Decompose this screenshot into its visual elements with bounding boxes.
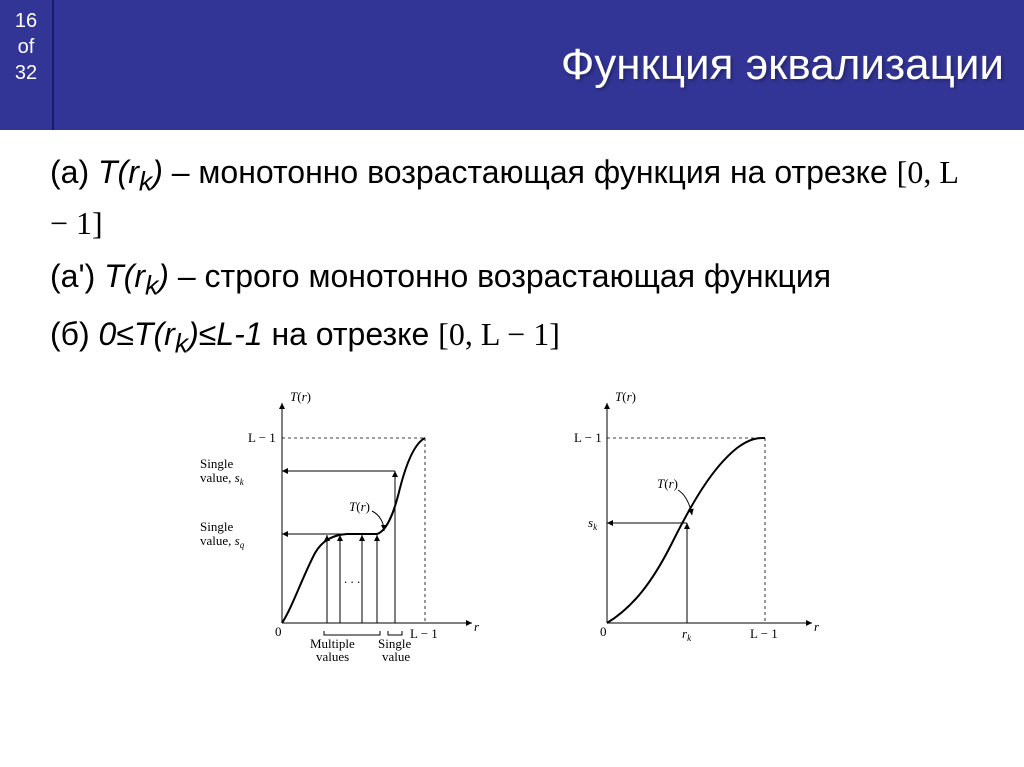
left-sk-label2: value, sk [200,470,245,487]
left-ylabel: T(r) [290,389,311,404]
a-func-close: ) [152,154,163,190]
page-counter: 16 of 32 [0,0,52,130]
left-zero: 0 [275,624,282,639]
b-range: [0, L − 1] [438,316,560,352]
left-x-Lm1: L − 1 [410,626,438,641]
a-sub: k [139,166,152,196]
left-dots: . . . [344,571,360,586]
a-func: T(r [98,154,139,190]
left-multiple2: values [316,649,349,664]
chart-left: T(r) r 0 L − 1 L − 1 T(r) Single value, … [182,383,492,673]
slide-title: Функция эквализации [52,0,1024,130]
a-prefix: (a) [50,154,98,190]
left-sk-label: Single [200,456,233,471]
page-total: 32 [15,60,37,86]
condition-a-prime: (a') T(rk) – строго монотонно возрастающ… [50,254,974,305]
page-current: 16 [15,8,37,34]
b-ineq2: )≤L-1 [188,316,262,352]
ap-sub: k [145,270,158,300]
ap-func: T(r [104,258,145,294]
chart-right: T(r) r 0 L − 1 L − 1 T(r) rk sk [552,383,842,673]
ap-text: – строго монотонно возрастающая функция [169,258,831,294]
left-Tr-label: T(r) [349,499,370,514]
b-ineq1: 0≤T(r [99,316,175,352]
right-rk: rk [682,626,692,643]
left-single-below2: value [382,649,410,664]
content-area: (a) T(rk) – монотонно возрастающая функц… [0,130,1024,363]
right-x-Lm1: L − 1 [750,626,778,641]
b-sub: k [175,329,188,359]
a-text: – монотонно возрастающая функция на отре… [163,154,897,190]
condition-b: (б) 0≤T(rk)≤L-1 на отрезке [0, L − 1] [50,312,974,363]
right-zero: 0 [600,624,607,639]
left-sq-label: Single [200,519,233,534]
left-y-Lm1: L − 1 [248,430,276,445]
b-text: на отрезке [263,316,439,352]
b-prefix: (б) [50,316,99,352]
diagrams-area: T(r) r 0 L − 1 L − 1 T(r) Single value, … [0,383,1024,673]
ap-func-close: ) [158,258,169,294]
right-xlabel: r [814,619,820,634]
ap-prefix: (a') [50,258,104,294]
right-y-Lm1: L − 1 [574,430,602,445]
left-sq-label2: value, sq [200,533,245,550]
right-ylabel: T(r) [615,389,636,404]
right-Tr-label: T(r) [657,476,678,491]
condition-a: (a) T(rk) – монотонно возрастающая функц… [50,150,974,246]
page-of: of [18,34,35,60]
right-sk: sk [588,515,598,532]
left-xlabel: r [474,619,480,634]
